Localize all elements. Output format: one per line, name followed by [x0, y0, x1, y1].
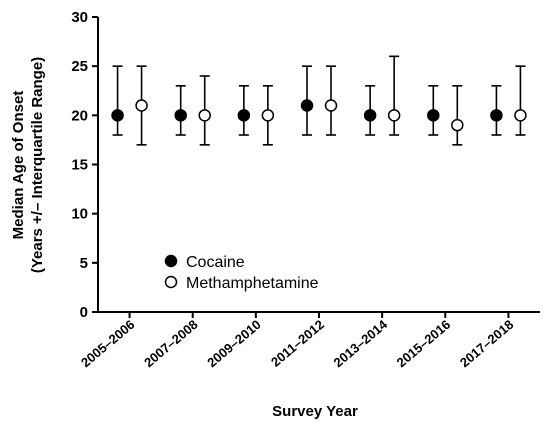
- data-point: [111, 109, 124, 122]
- data-point: [135, 99, 148, 112]
- legend-marker-cocaine: [164, 254, 178, 268]
- x-tick-label: 2013–2014: [331, 316, 391, 370]
- legend-label-cocaine: Cocaine: [186, 254, 245, 271]
- x-tick-label: 2005–2006: [78, 317, 137, 370]
- data-point: [514, 109, 527, 122]
- y-axis-title-line-2: (Years +/– Interquartile Range): [29, 57, 46, 273]
- data-point: [300, 99, 314, 112]
- data-point: [198, 109, 211, 122]
- data-point: [451, 118, 464, 132]
- legend-label-methamphetamine: Methamphetamine: [186, 275, 319, 292]
- legend-marker-methamphetamine: [164, 275, 178, 289]
- x-tick-label: 2011–2012: [268, 317, 327, 370]
- y-axis: 0 5 10 15 20 25 30: [71, 9, 99, 321]
- y-tick-label: 5: [80, 255, 88, 272]
- x-tick-label: 2009–2010: [204, 317, 263, 370]
- y-tick-label: 0: [80, 304, 88, 321]
- data-point: [490, 109, 503, 122]
- series-methamphetamine: [135, 55, 527, 146]
- y-tick-label: 15: [71, 157, 88, 174]
- series-cocaine: [111, 65, 503, 136]
- legend: Cocaine Methamphetamine: [164, 254, 319, 292]
- x-axis-title: Survey Year: [272, 403, 358, 420]
- data-point: [427, 109, 440, 122]
- data-point: [363, 109, 377, 122]
- y-tick-label: 30: [71, 9, 88, 26]
- x-tick-label: 2007–2008: [141, 317, 200, 370]
- y-axis-title-line-1: Median Age of Onset: [10, 91, 27, 240]
- x-axis: 2005–2006 2007–2008 2009–2010 2011–2012 2013…: [78, 311, 540, 370]
- x-tick-label: 2017–2018: [457, 317, 516, 370]
- y-tick-label: 25: [71, 58, 88, 75]
- x-tick-label: 2015–2016: [394, 317, 453, 370]
- data-point: [261, 109, 275, 122]
- data-point: [174, 109, 187, 122]
- data-point: [237, 109, 251, 122]
- data-point: [387, 109, 401, 122]
- y-tick-label: 20: [71, 107, 88, 124]
- data-marks: [111, 55, 527, 146]
- y-tick-label: 10: [71, 206, 88, 223]
- data-point: [324, 99, 338, 112]
